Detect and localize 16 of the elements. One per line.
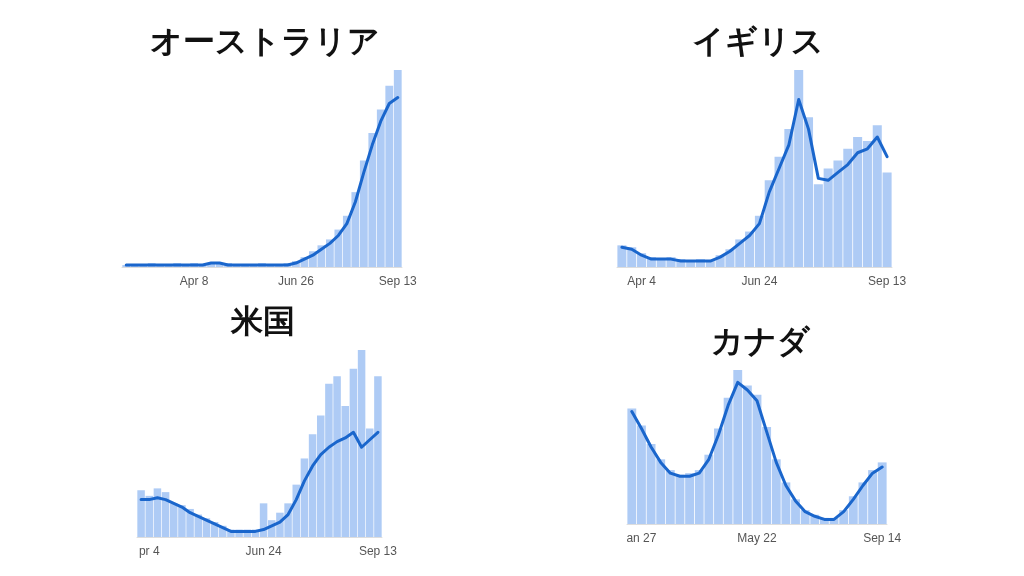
chart-title: 米国 [229, 302, 295, 340]
x-tick-label: pr 4 [138, 544, 160, 558]
x-tick-label: Sep 13 [868, 274, 907, 288]
x-tick-label: Jun 24 [741, 274, 778, 288]
x-tick-label: Sep 14 [863, 531, 902, 545]
x-tick-label: May 22 [737, 531, 777, 545]
chart-title: イギリス [691, 22, 824, 60]
chart-title: オーストラリア [150, 22, 380, 60]
x-tick-label: Sep 13 [358, 544, 398, 558]
x-tick-label: Apr 4 [627, 274, 657, 288]
x-tick-label: Sep 13 [378, 274, 418, 288]
x-tick-label: an 27 [626, 531, 657, 545]
x-tick-label: Apr 8 [179, 274, 209, 288]
x-tick-label: Jun 24 [245, 544, 282, 558]
chart-title: カナダ [710, 322, 811, 360]
x-tick-label: Jun 26 [277, 274, 315, 288]
